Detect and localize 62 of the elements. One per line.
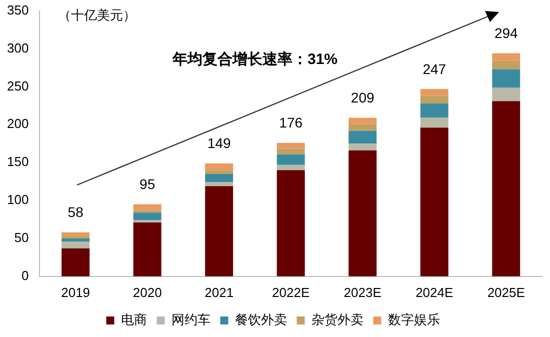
- bar: [205, 170, 234, 174]
- bar: [348, 150, 377, 276]
- bar: [420, 103, 448, 118]
- bar: [420, 118, 448, 128]
- total-label: 149: [207, 135, 231, 152]
- annotation: 年均复合增长速率：31%: [171, 50, 338, 68]
- total-label: 294: [494, 25, 518, 42]
- bar: [205, 163, 234, 170]
- bar: [420, 88, 448, 96]
- bar: [133, 222, 162, 276]
- bar: [420, 96, 448, 104]
- bar: [276, 170, 305, 276]
- bar: [205, 174, 234, 182]
- bar: [492, 87, 520, 102]
- total-label: 247: [422, 60, 446, 77]
- annotation: （十亿美元）: [58, 8, 136, 23]
- bar: [276, 164, 305, 170]
- bar: [205, 182, 234, 186]
- bar: [133, 220, 162, 223]
- legend-label: 电商: [120, 312, 147, 328]
- bar: [276, 142, 305, 149]
- bar: [133, 212, 162, 220]
- legend-label: 网约车: [171, 312, 210, 328]
- x-tick-label: 2024E: [416, 284, 454, 300]
- y-tick-label: 250: [6, 78, 29, 94]
- bar: [492, 69, 520, 88]
- bar: [276, 154, 305, 165]
- x-tick-label: 2025E: [487, 284, 526, 300]
- x-tick-label: 2020: [132, 284, 162, 300]
- x-tick-label: 2019: [61, 284, 90, 300]
- bar: [205, 186, 234, 276]
- bar: [348, 130, 377, 144]
- total-label: 95: [140, 176, 156, 192]
- bar: [492, 101, 520, 276]
- y-tick-label: 300: [6, 40, 29, 56]
- x-tick-label: 2021: [204, 284, 234, 300]
- x-tick-label: 2022E: [272, 284, 310, 300]
- bar: [62, 238, 90, 242]
- legend-label: 数字娱乐: [388, 312, 440, 328]
- y-tick-label: 350: [6, 2, 29, 18]
- bar: [276, 148, 305, 154]
- bar: [348, 144, 377, 150]
- y-tick-label: 150: [6, 154, 29, 170]
- y-tick-label: 0: [21, 268, 29, 283]
- total-label: 209: [350, 90, 374, 106]
- bar: [62, 232, 90, 236]
- bar: [348, 124, 377, 131]
- bar: [348, 118, 377, 124]
- bar: [492, 60, 520, 70]
- legend-label: 餐饮外卖: [234, 312, 287, 328]
- y-tick-label: 100: [6, 192, 29, 208]
- bar: [133, 204, 162, 210]
- legend-label: 杂货外卖: [311, 312, 364, 328]
- bar: [420, 128, 448, 276]
- y-tick-label: 200: [6, 116, 29, 132]
- total-label: 58: [68, 204, 84, 220]
- total-label: 176: [279, 114, 303, 131]
- bar: [62, 241, 90, 248]
- y-tick-label: 50: [14, 230, 29, 246]
- x-tick-label: 2023E: [344, 284, 382, 300]
- bar: [492, 53, 520, 61]
- bar: [62, 248, 90, 276]
